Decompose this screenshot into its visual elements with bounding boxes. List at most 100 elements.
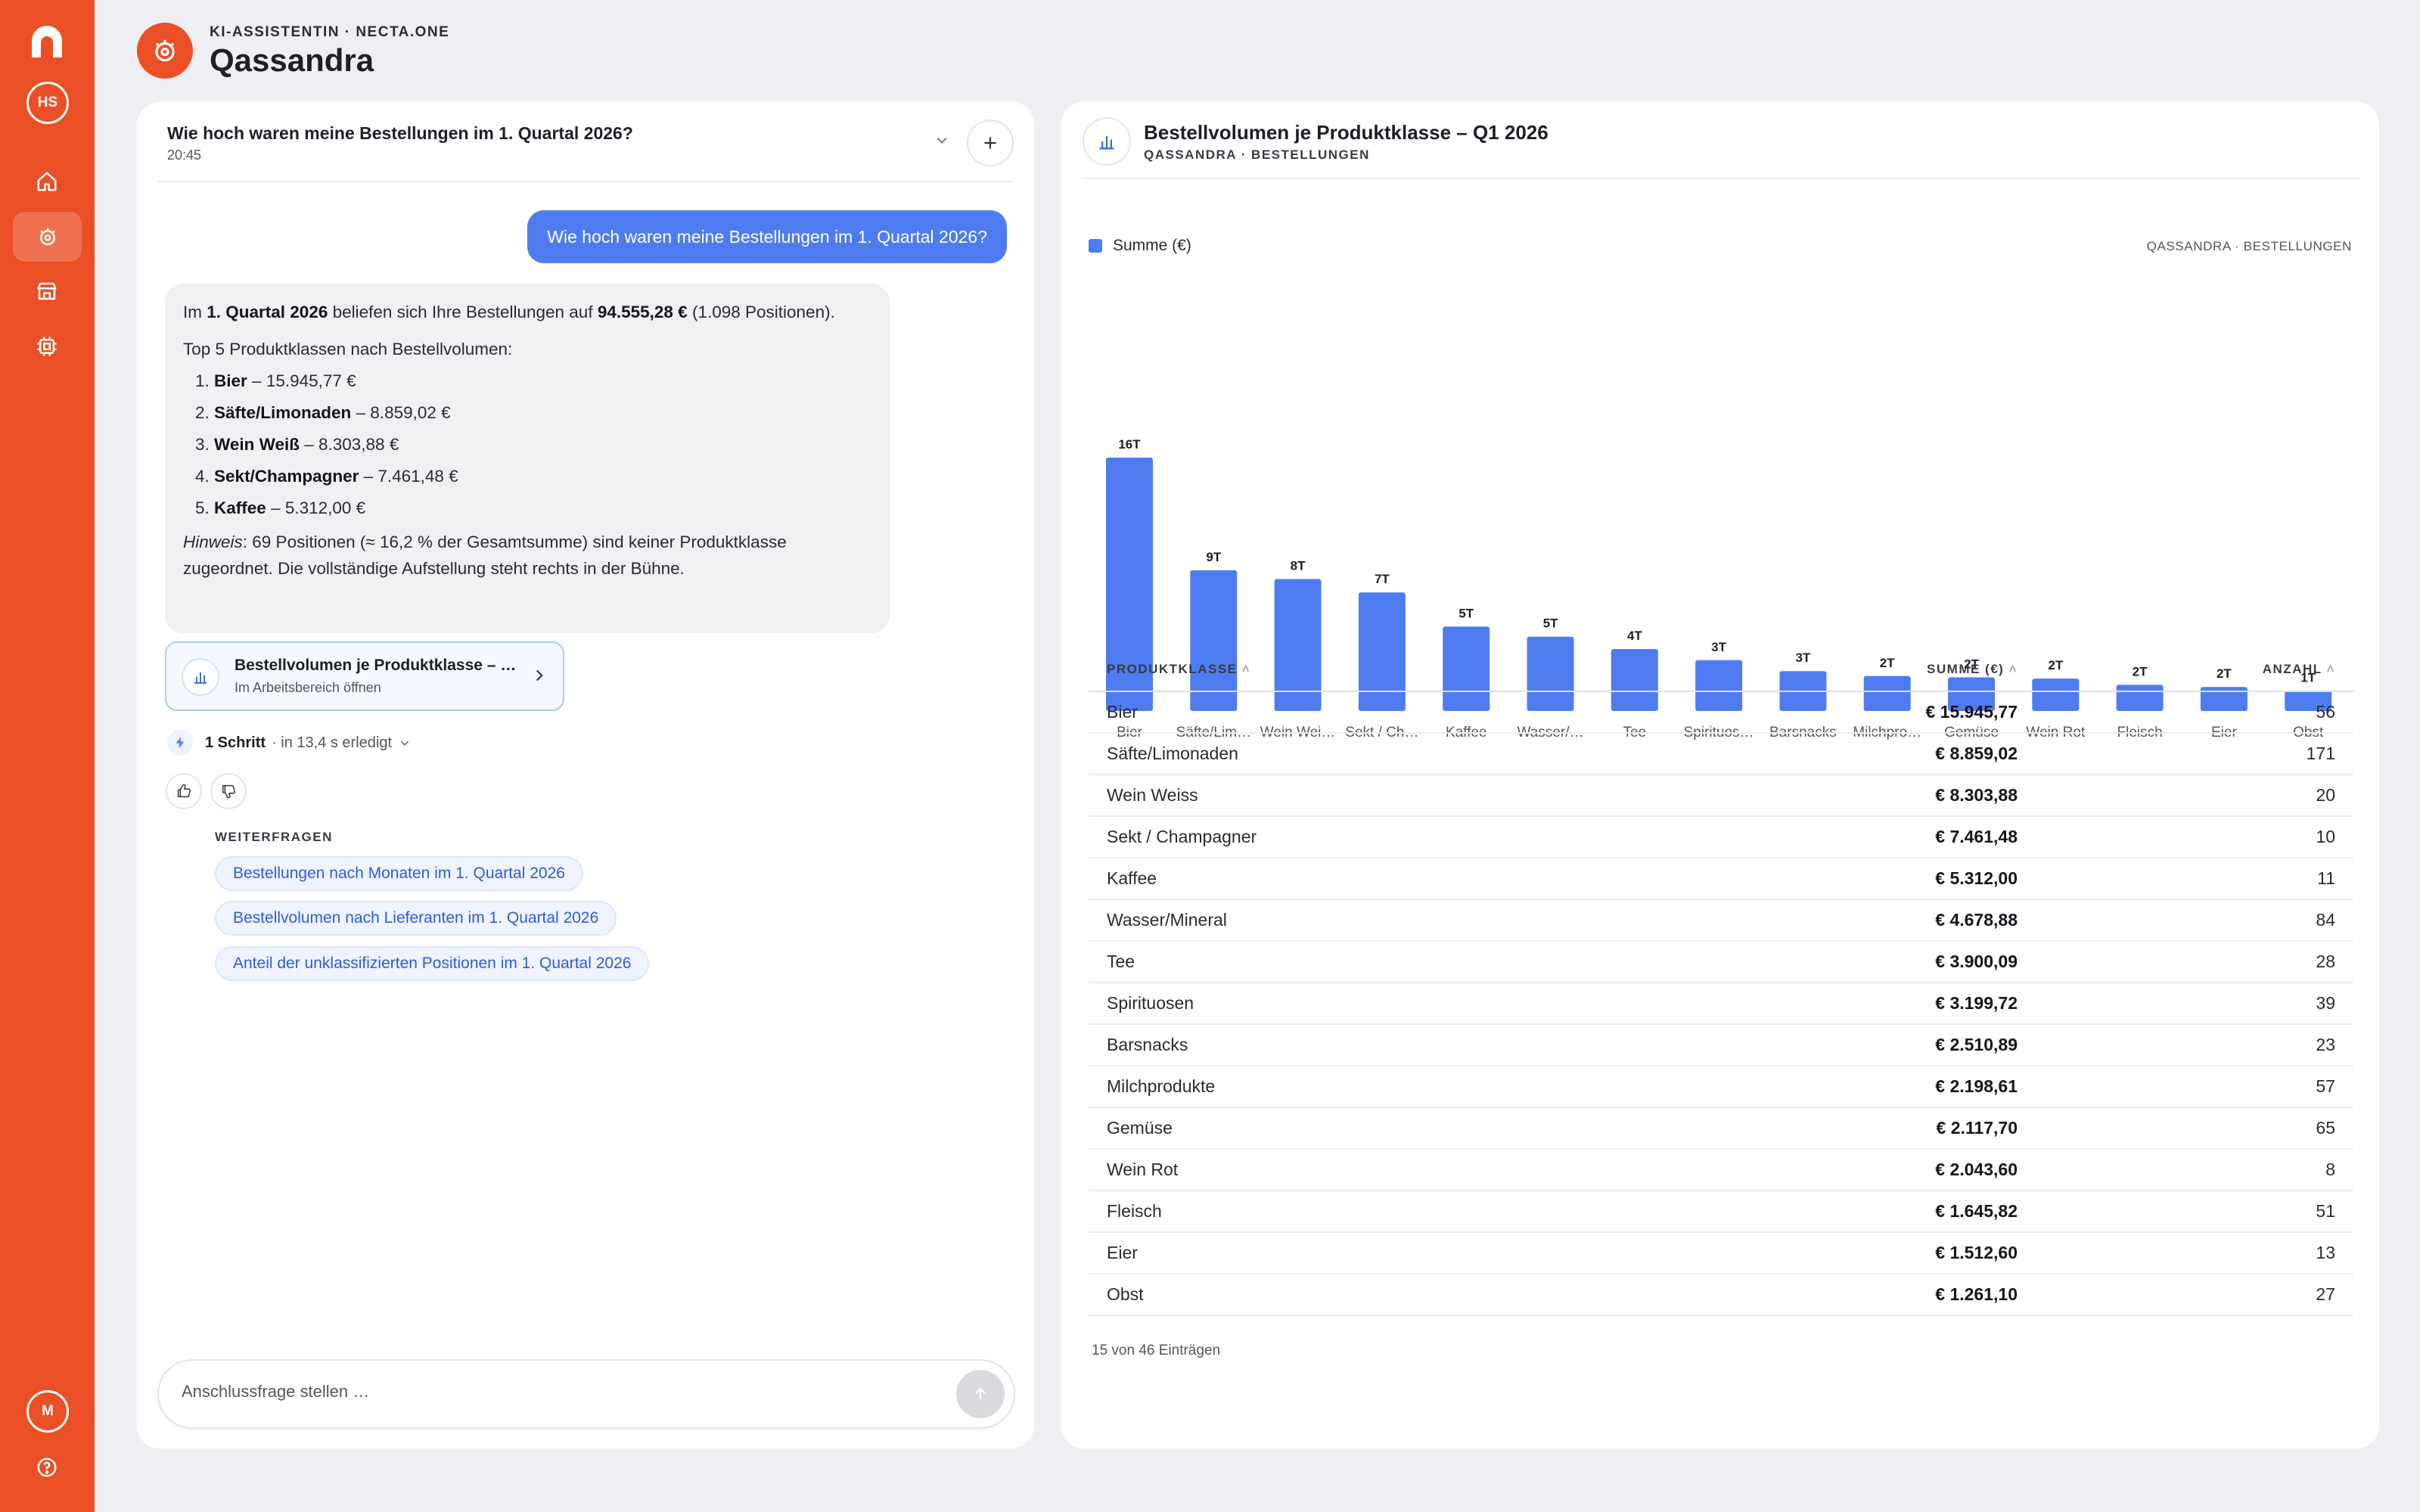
cell-summe: € 2.117,70: [1936, 1118, 2018, 1138]
cell-anzahl: 13: [2316, 1243, 2335, 1262]
cell-produktklasse: Spirituosen: [1107, 993, 1194, 1013]
cell-summe: € 1.261,10: [1935, 1284, 2018, 1304]
bar-value-label: 3T: [1795, 650, 1810, 665]
legend-swatch: [1089, 239, 1102, 253]
sidebar: HS M: [0, 0, 95, 1512]
followup-chip[interactable]: Bestellungen nach Monaten im 1. Quartal …: [215, 856, 583, 891]
conversation-time: 20:45: [167, 147, 202, 163]
arrow-up-icon: [975, 1387, 986, 1399]
table-row[interactable]: Tee € 3.900,09 28: [1089, 942, 2353, 983]
bar[interactable]: [1106, 458, 1153, 711]
table-row[interactable]: Obst € 1.261,10 27: [1089, 1274, 2353, 1316]
bar[interactable]: [2200, 687, 2248, 711]
home-icon[interactable]: [26, 160, 68, 203]
table-row[interactable]: Kaffee € 5.312,00 11: [1089, 858, 2353, 900]
followup-chip[interactable]: Bestellvolumen nach Lieferanten im 1. Qu…: [215, 901, 617, 936]
cell-anzahl: 11: [2317, 868, 2335, 888]
answer-intro: Im 1. Quartal 2026 beliefen sich Ihre Be…: [183, 303, 835, 321]
bar[interactable]: [1863, 675, 1911, 711]
cell-anzahl: 51: [2316, 1201, 2335, 1221]
cell-anzahl: 10: [2316, 827, 2335, 846]
bar[interactable]: [1527, 636, 1574, 711]
cell-anzahl: 27: [2316, 1284, 2335, 1304]
cell-anzahl: 8: [2325, 1160, 2335, 1179]
cell-anzahl: 39: [2316, 993, 2335, 1013]
cell-anzahl: 171: [2306, 744, 2335, 763]
bar[interactable]: [1948, 677, 1995, 711]
cell-summe: € 7.461,48: [1935, 827, 2018, 846]
cell-produktklasse: Wasser/Mineral: [1107, 910, 1227, 930]
account-avatar[interactable]: M: [26, 1390, 69, 1433]
bar[interactable]: [2032, 678, 2080, 711]
conversation-title[interactable]: Wie hoch waren meine Bestellungen im 1. …: [167, 123, 633, 143]
bar[interactable]: [1611, 649, 1658, 711]
table-row[interactable]: Milchprodukte € 2.198,61 57: [1089, 1066, 2353, 1108]
column-header-summe[interactable]: SUMME (€) ˄: [1927, 662, 2018, 676]
table-row[interactable]: Eier € 1.512,60 13: [1089, 1233, 2353, 1274]
plus-icon: [984, 137, 996, 149]
send-button[interactable]: [956, 1370, 1005, 1418]
bar[interactable]: [1190, 570, 1238, 711]
cell-produktklasse: Eier: [1107, 1243, 1138, 1262]
bar-value-label: 7T: [1375, 572, 1390, 586]
store-icon[interactable]: [26, 270, 68, 312]
table-row[interactable]: Wasser/Mineral € 4.678,88 84: [1089, 900, 2353, 942]
app-subtitle: KI-ASSISTENTIN · NECTA.ONE: [210, 24, 450, 40]
table-row[interactable]: Barsnacks € 2.510,89 23: [1089, 1025, 2353, 1066]
bar-value-label: 2T: [2133, 664, 2148, 678]
cell-anzahl: 84: [2316, 910, 2335, 930]
chevron-down-icon[interactable]: [931, 129, 952, 151]
table-row[interactable]: Bier € 15.945,77 56: [1089, 692, 2353, 734]
thumbs-down-button[interactable]: [210, 773, 247, 809]
bar[interactable]: [1695, 660, 1743, 711]
bar-value-label: 2T: [2048, 658, 2063, 672]
cell-anzahl: 23: [2316, 1035, 2335, 1054]
help-icon[interactable]: [26, 1446, 68, 1489]
cell-produktklasse: Milchprodukte: [1107, 1076, 1216, 1096]
thumbs-up-button[interactable]: [166, 773, 202, 809]
column-header-anzahl[interactable]: ANZAHL ˄: [2262, 662, 2335, 676]
bar-value-label: 2T: [1880, 656, 1895, 670]
artifact-subtitle: Im Arbeitsbereich öffnen: [235, 680, 381, 695]
cell-summe: € 1.645,82: [1935, 1201, 2018, 1221]
divider: [158, 181, 1013, 182]
steps-summary[interactable]: 1 Schritt · in 13,4 s erledigt: [167, 730, 413, 756]
bar-value-label: 9T: [1206, 550, 1221, 564]
artifact-card[interactable]: Bestellvolumen je Produktklasse – Q1 202…: [165, 641, 564, 711]
table-row[interactable]: Fleisch € 1.645,82 51: [1089, 1191, 2353, 1233]
column-header-produktklasse[interactable]: PRODUKTKLASSE ˄: [1107, 662, 1251, 676]
table-row[interactable]: Spirituosen € 3.199,72 39: [1089, 983, 2353, 1025]
table-row[interactable]: Sekt / Champagner € 7.461,48 10: [1089, 817, 2353, 858]
user-avatar[interactable]: HS: [26, 82, 69, 124]
bar-value-label: 5T: [1459, 606, 1474, 620]
cell-summe: € 2.043,60: [1935, 1160, 2018, 1179]
cell-produktklasse: Säfte/Limonaden: [1107, 744, 1238, 763]
cell-summe: € 5.312,00: [1935, 868, 2018, 888]
chart-source: QASSANDRA · BESTELLUNGEN: [2146, 239, 2352, 253]
followup-input[interactable]: [182, 1382, 923, 1402]
new-chat-button[interactable]: [967, 120, 1014, 166]
table-row[interactable]: Gemüse € 2.117,70 65: [1089, 1108, 2353, 1150]
bar[interactable]: [1443, 626, 1490, 711]
followup-chip[interactable]: Anteil der unklassifizierten Positionen …: [215, 946, 650, 981]
chip-icon[interactable]: [26, 325, 68, 368]
bar[interactable]: [1274, 579, 1322, 711]
bar[interactable]: [2285, 691, 2332, 711]
chevron-down-icon: [400, 740, 409, 747]
cell-produktklasse: Gemüse: [1107, 1118, 1173, 1138]
cell-produktklasse: Wein Weiss: [1107, 785, 1198, 805]
cell-produktklasse: Barsnacks: [1107, 1035, 1188, 1054]
assistant-nav-icon[interactable]: [13, 212, 82, 262]
cell-anzahl: 28: [2316, 952, 2335, 971]
table-row[interactable]: Säfte/Limonaden € 8.859,02 171: [1089, 734, 2353, 775]
necta-logo-icon[interactable]: [27, 23, 67, 62]
cell-summe: € 2.198,61: [1935, 1076, 2018, 1096]
list-item: 3. Wein Weiß – 8.303,88 €: [195, 435, 399, 454]
answer-top-heading: Top 5 Produktklassen nach Bestellvolumen…: [183, 340, 513, 359]
table-row[interactable]: Wein Weiss € 8.303,88 20: [1089, 775, 2353, 817]
table-row[interactable]: Wein Rot € 2.043,60 8: [1089, 1150, 2353, 1191]
cell-produktklasse: Sekt / Champagner: [1107, 827, 1257, 846]
cell-anzahl: 56: [2316, 702, 2335, 722]
bar-value-label: 2T: [2217, 666, 2232, 681]
bar[interactable]: [1358, 592, 1406, 711]
